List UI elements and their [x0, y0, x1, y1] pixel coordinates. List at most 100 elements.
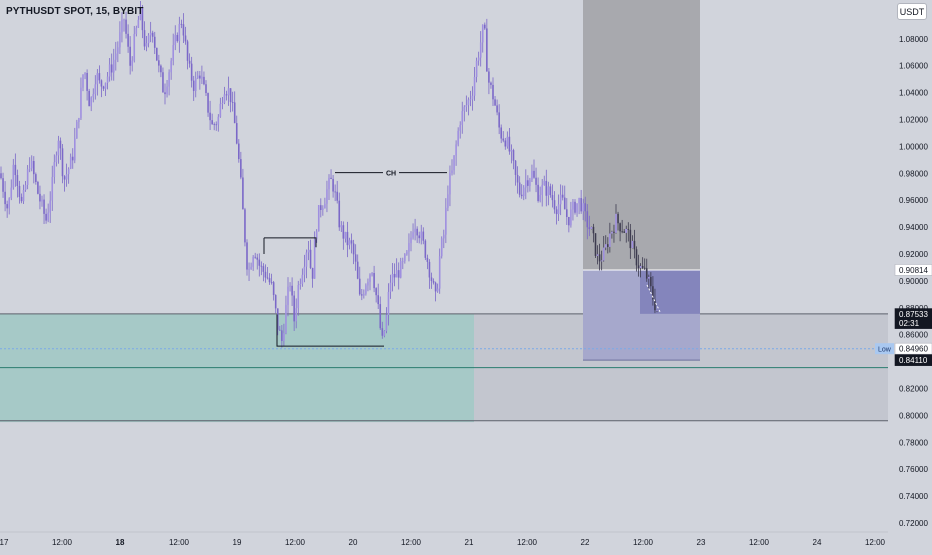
- candle-body: [252, 256, 254, 267]
- candle-body: [584, 203, 587, 212]
- candle-body: [121, 19, 123, 33]
- candle-body: [43, 199, 45, 214]
- x-tick-label: 23: [697, 538, 706, 547]
- candle-body: [22, 189, 25, 202]
- candle-body: [61, 148, 64, 177]
- candle-body: [299, 283, 302, 286]
- candle-body: [365, 285, 367, 294]
- y-tick-label: 1.06000: [899, 62, 928, 71]
- time-axis[interactable]: 17 12:00 18 12:00 19 12:00 20 12:00 21 12:00 22 12:…: [0, 531, 888, 550]
- y-tick-label: 0.94000: [899, 223, 928, 232]
- candle-body: [276, 308, 279, 330]
- candle-body: [541, 184, 543, 195]
- candle-body: [326, 189, 328, 204]
- candle-body: [76, 121, 78, 139]
- candle-body: [576, 203, 578, 213]
- candle-body: [631, 240, 634, 249]
- candle-body: [566, 209, 568, 217]
- candle-body: [406, 251, 408, 255]
- position-fill-box: [640, 269, 700, 314]
- x-tick-label: 22: [581, 538, 590, 547]
- candle-body: [617, 213, 619, 224]
- candle-body: [627, 228, 630, 230]
- candle-body: [551, 195, 554, 201]
- price-label: 0.84960: [899, 345, 928, 354]
- price-axis[interactable]: 1.08000 1.06000 1.04000 1.02000 1.00000 0.980…: [875, 0, 932, 550]
- candle-body: [135, 27, 138, 34]
- candle-body: [635, 249, 638, 266]
- x-tick-label: 12:00: [517, 538, 538, 547]
- candle-body: [287, 286, 289, 305]
- candle-body: [160, 65, 162, 73]
- candle-body: [553, 200, 556, 210]
- candle-body: [467, 99, 470, 106]
- candle-body: [18, 185, 21, 197]
- candle-body: [153, 36, 156, 48]
- candle-body: [51, 176, 54, 201]
- candle-body: [641, 266, 644, 268]
- candle-body: [648, 277, 650, 279]
- candle-body: [432, 280, 435, 283]
- candle-body: [45, 213, 47, 221]
- candle-body: [637, 265, 640, 269]
- candle-body: [469, 99, 472, 101]
- candle-body: [20, 196, 23, 202]
- candle-body: [219, 103, 222, 117]
- currency-button[interactable]: USDT: [897, 3, 927, 20]
- structure-line-1: [264, 237, 317, 248]
- candle-body: [332, 178, 334, 192]
- candle-body: [414, 228, 416, 233]
- candle-body: [235, 123, 238, 144]
- candle-body: [522, 187, 525, 197]
- x-tick-label: 12:00: [749, 538, 770, 547]
- candle-body: [549, 186, 552, 196]
- y-tick-label: 0.74000: [899, 492, 928, 501]
- candle-body: [311, 267, 314, 279]
- candle-body: [471, 95, 474, 100]
- candle-body: [129, 46, 131, 66]
- candle-body: [340, 225, 343, 228]
- candle-body: [568, 216, 570, 226]
- candle-body: [580, 198, 582, 212]
- candle-body: [301, 274, 304, 284]
- candle-body: [102, 86, 105, 89]
- candle-body: [399, 261, 402, 278]
- candle-body: [490, 82, 492, 85]
- candle-body: [10, 187, 13, 199]
- candle-body: [479, 42, 482, 58]
- x-tick-label: 21: [465, 538, 474, 547]
- candle-body: [344, 231, 347, 239]
- candle-body: [213, 124, 215, 126]
- candle-body: [108, 64, 111, 77]
- candle-body: [211, 120, 213, 125]
- low-tag: Low: [878, 347, 892, 354]
- candle-body: [428, 261, 431, 278]
- candle-body: [203, 76, 205, 85]
- candle-body: [607, 244, 609, 247]
- candle-body: [297, 285, 300, 309]
- candle-body: [547, 186, 550, 196]
- candle-body: [192, 80, 195, 91]
- candle-body: [543, 180, 546, 185]
- candle-body: [354, 254, 357, 262]
- candle-body: [2, 178, 4, 192]
- price-label: 0.90814: [899, 266, 928, 275]
- candle-body: [127, 33, 129, 47]
- candle-body: [447, 194, 449, 208]
- candle-body: [324, 203, 326, 209]
- candle-body: [594, 233, 597, 256]
- candle-body: [69, 156, 72, 169]
- candle-body: [369, 274, 371, 282]
- candle-body: [201, 76, 203, 79]
- candle-body: [379, 304, 382, 329]
- x-tick-label: 19: [233, 538, 242, 547]
- candle-body: [533, 170, 535, 178]
- ch-label-bg: [383, 166, 399, 178]
- candle-body: [633, 240, 636, 250]
- candle-body: [654, 299, 656, 311]
- candle-body: [82, 74, 84, 88]
- zones-layer: [0, 0, 888, 423]
- candle-body: [453, 155, 455, 171]
- price-label-box: [894, 308, 932, 329]
